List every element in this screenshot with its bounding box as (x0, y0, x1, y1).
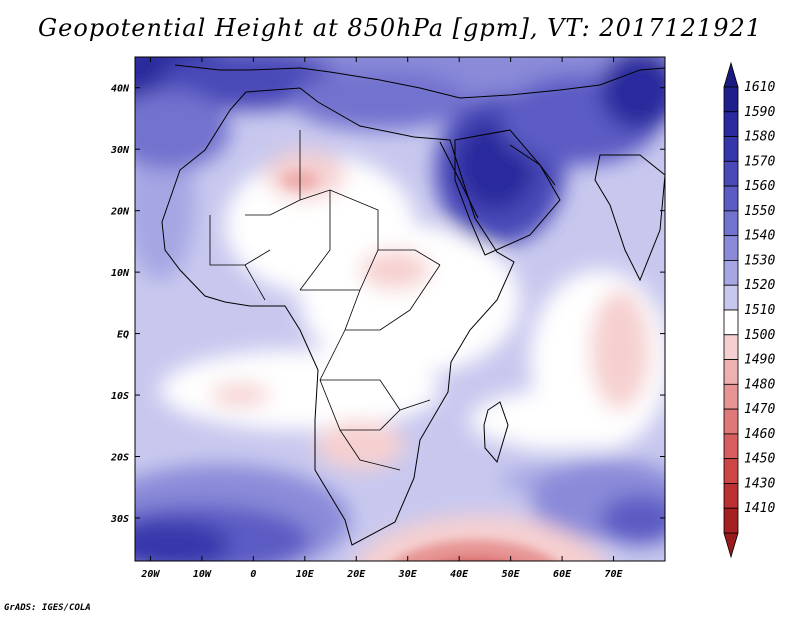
colorbar-level-label: 1410 (744, 501, 775, 516)
colorbar-level-label: 1610 (744, 80, 775, 95)
persian-gulf (509, 144, 556, 186)
lat-tick-label: 10S (111, 391, 129, 402)
colorbar-swatch (723, 507, 739, 534)
colorbar-swatch (723, 235, 739, 261)
lon-tick-label: 30E (398, 569, 418, 580)
lon-tick-label: 10W (193, 569, 212, 580)
colorbar-swatch (723, 483, 739, 509)
colorbar-swatch (723, 334, 739, 360)
colorbar-level-label: 1490 (744, 353, 775, 368)
colorbar-swatch (723, 408, 739, 435)
colorbar-level-label: 1590 (744, 105, 775, 120)
colorbar-level-label: 1460 (744, 427, 775, 442)
europe-coastline (174, 64, 665, 99)
red-sea (439, 141, 479, 219)
colorbar-level-label: 1500 (744, 328, 775, 343)
colorbar-swatch (723, 136, 739, 162)
colorbar-level-label: 1470 (744, 402, 775, 417)
colorbar-swatch (723, 309, 739, 336)
grads-credit: GrADS: IGES/COLA (4, 603, 91, 613)
colorbar-swatch (723, 433, 739, 460)
colorbar-level-label: 1540 (744, 229, 775, 244)
colorbar-level-label: 1570 (744, 154, 775, 169)
map-title: Geopotential Height at 850hPa [gpm], VT:… (38, 14, 762, 42)
lon-tick-label: 0 (250, 569, 256, 580)
lat-tick-label: 10N (111, 268, 130, 279)
colorbar-level-label: 1550 (744, 204, 775, 219)
lat-tick-label: 20N (110, 207, 130, 218)
colorbar-swatch (723, 383, 739, 410)
lon-tick-label: 20W (140, 569, 160, 580)
colorbar-swatch (723, 359, 739, 385)
madagascar-coastline (483, 401, 509, 464)
colorbar-level-label: 1530 (744, 253, 775, 268)
height-field (135, 57, 665, 561)
colorbar-swatch (723, 86, 739, 113)
colorbar-swatch (723, 458, 739, 484)
india-coastline (594, 154, 665, 282)
colorbar-level-label: 1560 (744, 179, 775, 194)
coastlines (161, 64, 665, 546)
colorbar-swatch (723, 260, 739, 286)
colorbar-bottom-arrow (723, 532, 739, 559)
colorbar-top-arrow (723, 61, 739, 88)
plot-frame (134, 56, 666, 562)
colorbar: 1610 1590 1580 1570 1560 1550 1540 1530 1520 1510… (723, 61, 775, 559)
lon-tick-label: 70E (605, 569, 624, 580)
colorbar-level-label: 1450 (744, 452, 775, 467)
arabia-coastline (454, 129, 561, 256)
colorbar-level-label: 1520 (744, 278, 775, 293)
colorbar-level-label: 1480 (744, 377, 775, 392)
lat-tick-label: 30N (110, 145, 130, 156)
colorbar-level-label: 1430 (744, 476, 775, 491)
lat-tick-label: EQ (117, 330, 129, 341)
colorbar-swatch (723, 111, 739, 137)
lat-tick-label: 40N (111, 84, 130, 95)
colorbar-swatch (723, 160, 739, 187)
colorbar-swatch (723, 185, 739, 212)
lon-tick-label: 40E (450, 569, 469, 580)
country-borders (209, 130, 441, 471)
lon-tick-label: 50E (502, 569, 521, 580)
lon-tick-label: 60E (553, 569, 572, 580)
colorbar-level-label: 1510 (744, 303, 775, 318)
colorbar-swatch (723, 284, 739, 311)
lon-tick-label: 20E (346, 569, 366, 580)
lat-tick-label: 30S (110, 514, 129, 525)
colorbar-swatch (723, 210, 739, 237)
colorbar-level-label: 1580 (744, 130, 775, 145)
lon-tick-label: 10E (296, 569, 315, 580)
axis-ticks: 40N 30N 20N 10N EQ 10S 20S 30S 20W 10W 0 10E 20E 30E 4… (110, 57, 665, 580)
africa-coastline (161, 87, 515, 546)
lat-tick-label: 20S (110, 453, 129, 464)
